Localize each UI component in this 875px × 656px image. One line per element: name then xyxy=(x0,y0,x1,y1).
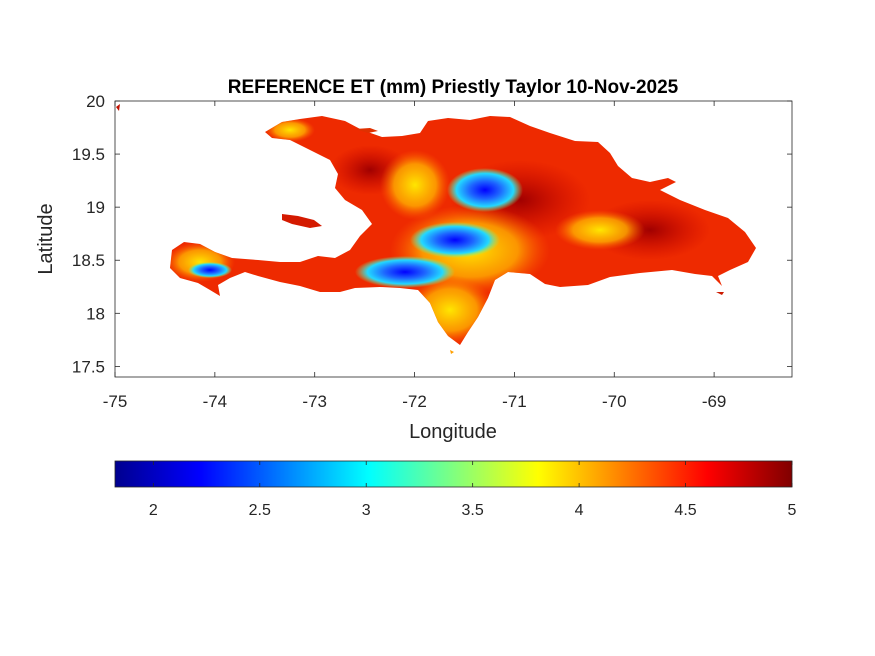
low-et-area xyxy=(447,168,523,212)
x-tick-label: -74 xyxy=(203,392,228,411)
x-tick-label: -75 xyxy=(103,392,128,411)
y-tick-label: 19 xyxy=(86,198,105,217)
colorbar-tick-label: 2 xyxy=(149,502,158,519)
islet-beata xyxy=(450,350,454,354)
colorbar-ticks: 2 2.5 3 3.5 4 4.5 5 xyxy=(149,461,797,519)
x-tick-label: -69 xyxy=(702,392,727,411)
et-value-overlays xyxy=(170,118,710,345)
gonave-island xyxy=(282,214,322,228)
colorbar-tick-label: 4 xyxy=(575,502,584,519)
y-tick-label: 17.5 xyxy=(72,357,105,376)
x-axis-label: Longitude xyxy=(409,421,497,443)
y-axis-label: Latitude xyxy=(35,203,57,274)
x-tick-label: -71 xyxy=(502,392,527,411)
colorbar-tick-label: 2.5 xyxy=(249,502,271,519)
y-tick-label: 19.5 xyxy=(72,145,105,164)
colorbar-tick-label: 3.5 xyxy=(462,502,484,519)
y-tick-label: 18.5 xyxy=(72,251,105,270)
x-tick-label: -70 xyxy=(602,392,627,411)
y-axis-ticks: 17.5 18 18.5 19 19.5 20 xyxy=(72,92,792,376)
x-tick-label: -72 xyxy=(402,392,427,411)
corner-pixel xyxy=(116,104,120,111)
y-tick-label: 18 xyxy=(86,304,105,323)
low-et-area xyxy=(188,262,232,278)
colorbar xyxy=(114,460,793,488)
colorbar-tick-label: 3 xyxy=(362,502,371,519)
colorbar-tick-label: 5 xyxy=(788,502,797,519)
low-et-area xyxy=(355,256,455,288)
tortuga-island xyxy=(355,128,378,133)
islet-saona xyxy=(716,292,724,295)
colorbar-tick-label: 4.5 xyxy=(674,502,696,519)
yellow-area xyxy=(555,210,645,250)
et-heatmap xyxy=(116,104,756,354)
chart-title: REFERENCE ET (mm) Priestly Taylor 10-Nov… xyxy=(228,77,679,98)
yellow-area xyxy=(380,150,450,220)
y-tick-label: 20 xyxy=(86,92,105,111)
x-tick-label: -73 xyxy=(302,392,327,411)
low-et-area xyxy=(410,222,500,258)
x-axis-ticks: -75 -74 -73 -72 -71 -70 -69 xyxy=(103,101,727,411)
